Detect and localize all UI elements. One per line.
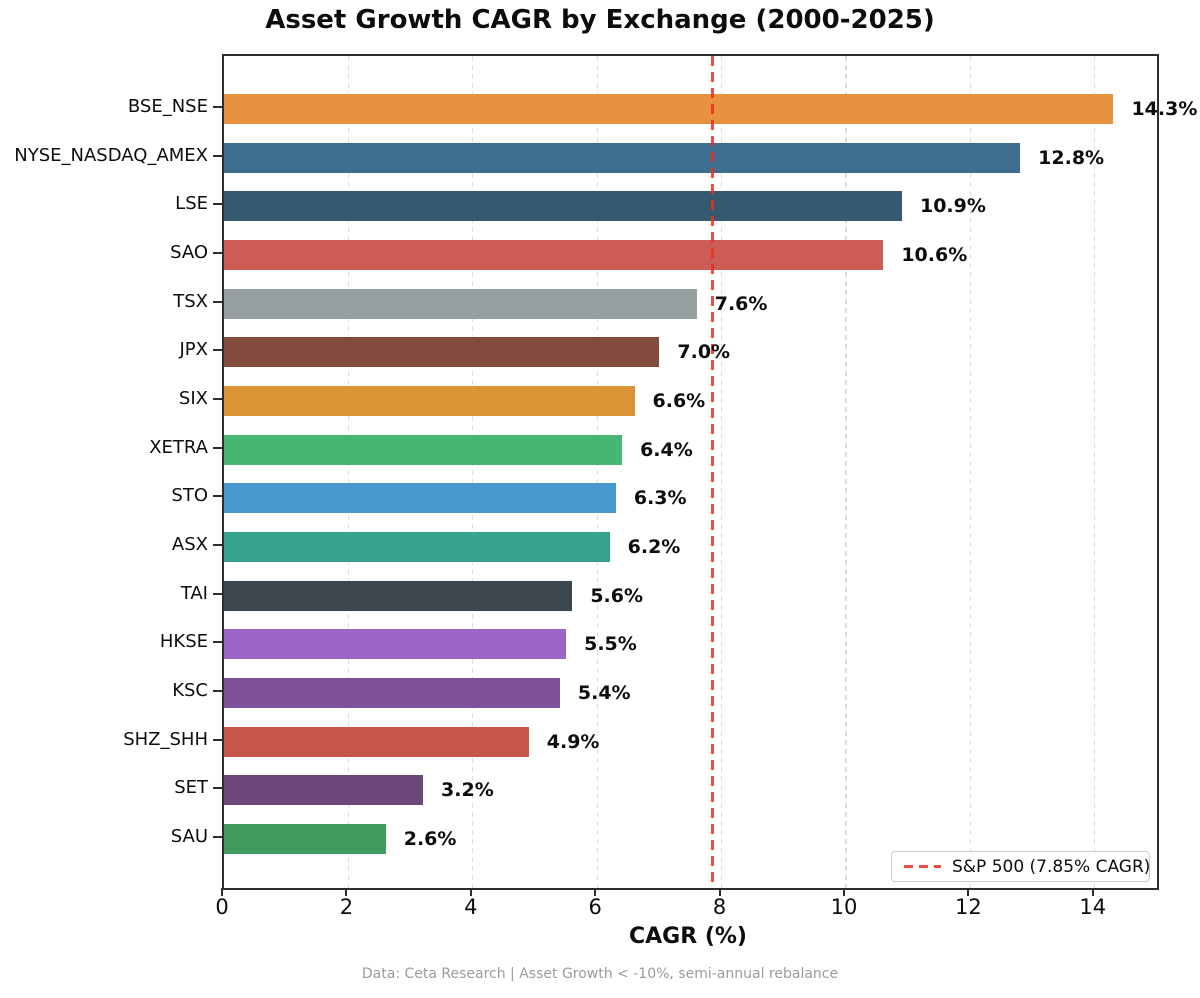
y-tick-mark-LSE — [213, 203, 222, 206]
bar-SAO — [224, 240, 884, 270]
bar-value-label-JPX: 7.0% — [677, 341, 731, 364]
gridline-x-8 — [720, 56, 723, 888]
bar-JPX — [224, 337, 660, 368]
bar-value-label-TAI: 5.6% — [590, 584, 644, 607]
x-tick-label-8: 8 — [712, 895, 727, 919]
bar-value-label-BSE_NSE: 14.3% — [1131, 98, 1198, 120]
bar-SAU — [224, 824, 386, 855]
gridline-x-14 — [1094, 56, 1096, 888]
chart-footnote: Data: Ceta Research | Asset Growth < -10… — [361, 966, 839, 982]
bar-value-label-NYSE_NASDAQ_AMEX: 12.8% — [1038, 146, 1105, 169]
bar-KSC — [224, 678, 560, 709]
y-tick-label-SAU: SAU — [170, 826, 208, 848]
x-axis-label: CAGR (%) — [629, 924, 747, 949]
x-tick-label-2: 2 — [339, 895, 354, 919]
bar-value-label-SIX: 6.6% — [652, 390, 706, 413]
y-tick-label-LSE: LSE — [175, 193, 208, 215]
y-tick-mark-KSC — [213, 690, 222, 693]
bar-HKSE — [224, 629, 567, 660]
y-tick-label-HKSE: HKSE — [159, 631, 208, 653]
y-tick-label-NYSE_NASDAQ_AMEX: NYSE_NASDAQ_AMEX — [14, 144, 208, 166]
y-tick-label-KSC: KSC — [172, 680, 208, 702]
bar-value-label-HKSE: 5.5% — [584, 633, 637, 656]
y-tick-mark-ASX — [213, 544, 222, 547]
x-tick-mark-0 — [221, 888, 223, 896]
bar-value-label-SHZ_SHH: 4.9% — [546, 730, 600, 753]
x-tick-label-10: 10 — [830, 895, 858, 919]
y-tick-label-ASX: ASX — [171, 534, 208, 556]
y-tick-label-XETRA: XETRA — [149, 436, 208, 458]
x-tick-mark-14 — [1091, 888, 1094, 896]
bar-SIX — [224, 386, 635, 417]
bar-SET — [224, 775, 424, 806]
bar-ASX — [224, 532, 610, 563]
y-tick-mark-HKSE — [213, 641, 222, 644]
y-tick-mark-TAI — [213, 592, 222, 595]
y-tick-label-SAO: SAO — [170, 242, 208, 263]
bar-value-label-SET: 3.2% — [441, 779, 494, 802]
bar-value-label-ASX: 6.2% — [627, 536, 681, 559]
x-tick-mark-4 — [469, 888, 472, 896]
bar-BSE_NSE — [224, 94, 1114, 124]
bar-TAI — [224, 580, 573, 611]
legend: S&P 500 (7.85% CAGR) — [891, 851, 1150, 882]
y-tick-label-SET: SET — [174, 777, 208, 799]
y-tick-mark-STO — [213, 495, 222, 498]
y-tick-label-TSX: TSX — [173, 290, 208, 312]
bar-value-label-SAU: 2.6% — [403, 828, 457, 851]
y-tick-label-BSE_NSE: BSE_NSE — [127, 96, 208, 117]
bar-value-label-STO: 6.3% — [633, 487, 687, 510]
legend-label: S&P 500 (7.85% CAGR) — [952, 856, 1151, 877]
gridline-x-4 — [472, 56, 474, 888]
y-tick-mark-SIX — [213, 398, 222, 401]
y-tick-mark-SAU — [213, 836, 222, 839]
bar-value-label-LSE: 10.9% — [919, 195, 986, 218]
sp500-reference-line — [710, 56, 714, 888]
x-tick-label-0: 0 — [215, 895, 229, 919]
bar-LSE — [224, 191, 902, 222]
x-tick-label-12: 12 — [955, 895, 982, 919]
bar-NYSE_NASDAQ_AMEX — [224, 142, 1021, 173]
bar-SHZ_SHH — [224, 726, 529, 757]
gridline-x-12 — [969, 56, 972, 888]
chart-title: Asset Growth CAGR by Exchange (2000-2025… — [265, 5, 935, 35]
y-tick-mark-XETRA — [213, 446, 222, 449]
y-tick-mark-JPX — [213, 349, 222, 352]
bar-value-label-XETRA: 6.4% — [640, 438, 693, 461]
y-tick-mark-TSX — [213, 300, 222, 303]
x-tick-mark-10 — [843, 888, 845, 896]
plot-area: 14.3% 12.8% 10.9% 10.6% 7.6% 7.0% 6.6% 6.4% 6.3%… — [222, 54, 1197, 890]
bar-STO — [224, 483, 616, 514]
x-tick-mark-2 — [345, 888, 348, 896]
x-tick-label-4: 4 — [464, 895, 478, 919]
x-tick-mark-8 — [718, 888, 721, 896]
x-tick-label-14: 14 — [1079, 895, 1107, 919]
y-tick-mark-SET — [213, 787, 222, 790]
bar-value-label-SAO: 10.6% — [901, 244, 968, 266]
y-tick-label-SIX: SIX — [178, 388, 208, 410]
y-tick-mark-BSE_NSE — [213, 106, 222, 108]
gridline-x-2 — [347, 56, 350, 888]
x-tick-label-6: 6 — [588, 895, 602, 919]
gridline-x-6 — [596, 56, 598, 888]
y-tick-label-STO: STO — [171, 485, 208, 507]
legend-dashed-line-icon — [904, 864, 941, 869]
y-tick-label-SHZ_SHH: SHZ_SHH — [123, 728, 208, 750]
bar-XETRA — [224, 434, 623, 465]
y-tick-label-TAI: TAI — [180, 582, 208, 604]
x-tick-mark-6 — [594, 888, 597, 896]
y-tick-label-JPX: JPX — [179, 339, 209, 361]
bar-value-label-KSC: 5.4% — [577, 682, 631, 705]
y-tick-mark-SHZ_SHH — [213, 738, 222, 741]
gridline-x-10 — [845, 56, 847, 888]
bar-value-label-TSX: 7.6% — [714, 292, 768, 315]
x-tick-mark-12 — [967, 888, 970, 896]
bar-TSX — [224, 288, 697, 319]
y-tick-mark-NYSE_NASDAQ_AMEX — [213, 154, 222, 157]
y-tick-mark-SAO — [213, 252, 222, 254]
